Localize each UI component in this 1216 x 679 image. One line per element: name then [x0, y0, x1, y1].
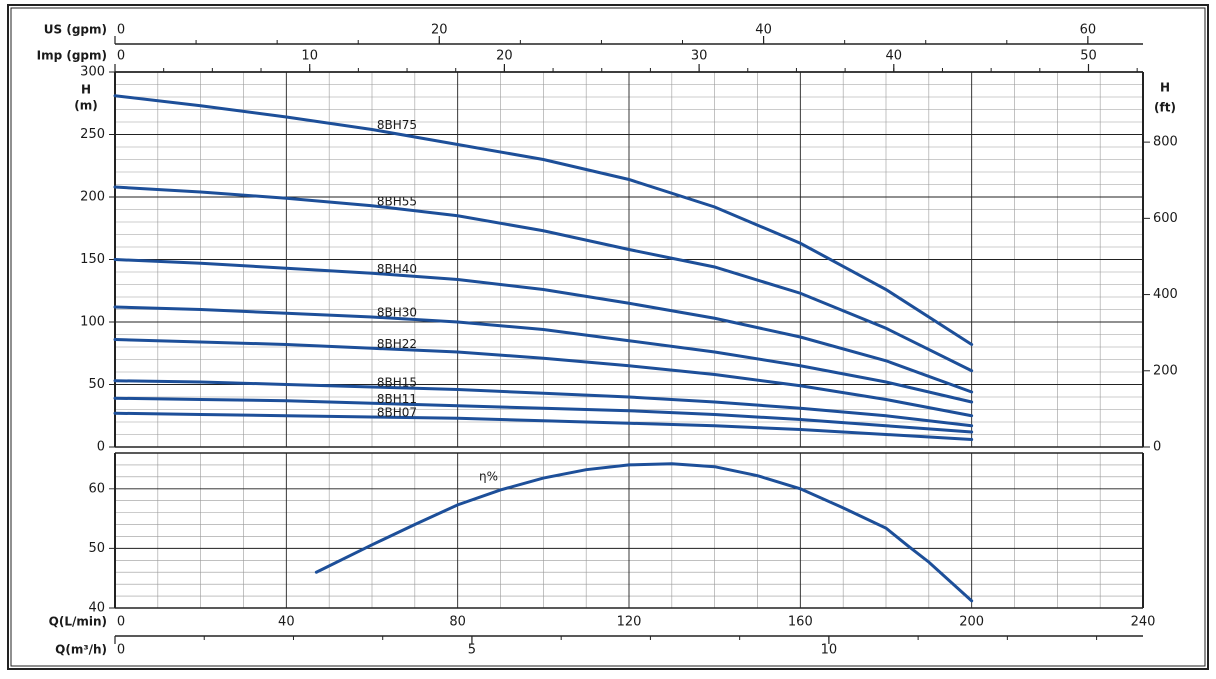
y2-tick-label: 600 — [1153, 211, 1178, 226]
x-tick-label: 240 — [1131, 615, 1156, 630]
curve — [113, 379, 974, 428]
x-tick-label: 10 — [821, 643, 838, 658]
curve — [113, 411, 974, 441]
curve — [113, 185, 974, 373]
y2-axis-title: H — [1160, 81, 1170, 95]
x-axis-title: Q(L/min) — [49, 615, 107, 629]
y2-tick-label: 200 — [1153, 363, 1178, 378]
y2-tick-label: 400 — [1153, 287, 1178, 302]
series-label: 8BH40 — [377, 262, 417, 276]
y-tick-label: 50 — [88, 377, 105, 392]
outer-frame — [7, 4, 1209, 670]
x-tick-label: 40 — [755, 23, 772, 38]
curve — [113, 258, 974, 394]
x-tick-label: 80 — [449, 615, 466, 630]
x-tick-label: 40 — [886, 49, 903, 64]
x-tick-label: 200 — [959, 615, 984, 630]
series-label: 8BH22 — [377, 337, 417, 351]
y-tick-label: 60 — [88, 481, 105, 496]
x-tick-label: 0 — [117, 23, 125, 38]
series-label: 8BH55 — [377, 194, 417, 208]
curve — [113, 338, 974, 418]
x-tick-label: 160 — [788, 615, 813, 630]
y-tick-label: 40 — [88, 601, 105, 616]
y-tick-label: 100 — [80, 315, 105, 330]
series-label: 8BH75 — [377, 118, 417, 132]
x-tick-label: 60 — [1080, 23, 1097, 38]
y-tick-label: 0 — [97, 440, 105, 455]
y-axis-unit: (m) — [74, 99, 97, 113]
series-label: 8BH30 — [377, 306, 417, 320]
y-axis-title: H — [81, 83, 91, 97]
x-tick-label: 0 — [117, 643, 125, 658]
x-tick-label: 20 — [431, 23, 448, 38]
curve — [113, 305, 974, 404]
series-label: 8BH07 — [377, 406, 417, 420]
curve — [113, 94, 974, 346]
x-tick-label: 120 — [617, 615, 642, 630]
y-tick-label: 50 — [88, 541, 105, 556]
series-label: 8BH15 — [377, 376, 417, 390]
y-tick-label: 150 — [80, 252, 105, 267]
series-label: 8BH11 — [377, 392, 417, 406]
curve — [113, 396, 974, 434]
y2-tick-label: 800 — [1153, 135, 1178, 150]
x-tick-label: 10 — [301, 49, 318, 64]
x-tick-label: 0 — [117, 49, 125, 64]
curve — [314, 462, 974, 603]
y2-axis-unit: (ft) — [1154, 101, 1176, 115]
y-tick-label: 300 — [80, 65, 105, 80]
x-tick-label: 5 — [468, 643, 476, 658]
inner-frame — [10, 7, 1206, 667]
y-tick-label: 250 — [80, 127, 105, 142]
x-tick-label: 0 — [117, 615, 125, 630]
axis-title: US (gpm) — [44, 23, 107, 37]
x-tick-label: 30 — [691, 49, 708, 64]
series-label: η% — [479, 469, 498, 483]
axis-title: Imp (gpm) — [37, 49, 107, 63]
x-tick-label: 50 — [1080, 49, 1097, 64]
axis-title: Q(m³/h) — [55, 643, 107, 657]
x-tick-label: 20 — [496, 49, 513, 64]
y2-tick-label: 0 — [1153, 440, 1161, 455]
x-tick-label: 40 — [278, 615, 295, 630]
y-tick-label: 200 — [80, 190, 105, 205]
